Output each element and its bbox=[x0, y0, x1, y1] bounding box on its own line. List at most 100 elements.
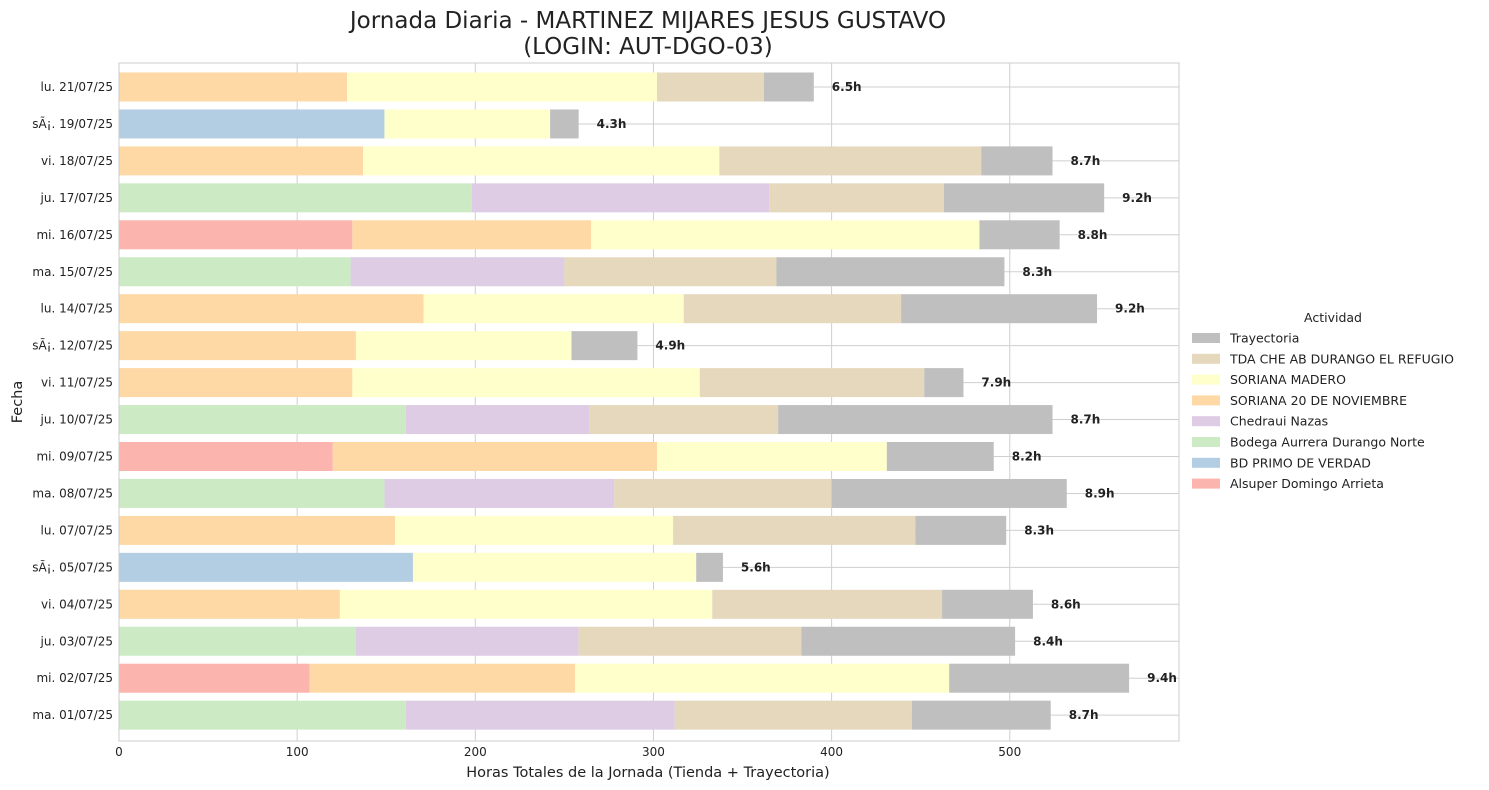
bar-segment bbox=[657, 72, 764, 102]
bar-segment bbox=[119, 183, 472, 213]
legend-swatch bbox=[1192, 333, 1220, 343]
total-label: 8.4h bbox=[1033, 634, 1063, 648]
bar-segment bbox=[119, 368, 353, 398]
legend-swatch bbox=[1192, 478, 1220, 489]
total-label: 5.6h bbox=[741, 560, 771, 574]
bar-segment bbox=[332, 442, 658, 471]
y-tick-label: lu. 14/07/25 bbox=[41, 302, 113, 316]
bar-segment bbox=[949, 663, 1130, 693]
bar-segment bbox=[942, 589, 1033, 619]
y-tick-label: sÃ¡. 19/07/25 bbox=[32, 116, 113, 131]
total-label: 8.7h bbox=[1071, 413, 1101, 427]
plot-frame bbox=[118, 62, 1180, 742]
bar-segment bbox=[347, 72, 658, 102]
y-tick-label: mi. 16/07/25 bbox=[36, 228, 113, 242]
total-label: 8.6h bbox=[1051, 597, 1081, 611]
legend-label: TDA CHE AB DURANGO EL REFUGIO bbox=[1229, 351, 1454, 366]
y-tick-label: ju. 03/07/25 bbox=[40, 634, 113, 648]
bar-segment bbox=[911, 700, 1051, 730]
y-axis-label: Fecha bbox=[10, 381, 26, 424]
bar-segment bbox=[981, 146, 1053, 176]
bar-segment bbox=[119, 478, 385, 508]
y-tick-label: ma. 01/07/25 bbox=[32, 708, 113, 722]
x-tick-label: 100 bbox=[286, 745, 309, 759]
bar-segment bbox=[119, 72, 348, 102]
y-tick-label: lu. 07/07/25 bbox=[41, 523, 113, 537]
total-label: 6.5h bbox=[832, 80, 862, 94]
bar-segment bbox=[363, 146, 720, 176]
x-tick-label: 400 bbox=[820, 745, 843, 759]
total-label: 8.2h bbox=[1012, 450, 1042, 464]
bar-segment bbox=[423, 294, 684, 324]
total-label: 7.9h bbox=[981, 376, 1011, 390]
legend-swatch bbox=[1192, 353, 1220, 364]
bar-segment bbox=[699, 368, 925, 398]
legend-swatch bbox=[1192, 416, 1220, 427]
x-axis-label: Horas Totales de la Jornada (Tienda + Tr… bbox=[466, 765, 829, 781]
bar-segment bbox=[571, 331, 638, 361]
x-tick-label: 0 bbox=[115, 745, 123, 759]
bar-segment bbox=[352, 368, 700, 398]
bar-segment bbox=[924, 368, 964, 398]
legend-swatch bbox=[1192, 395, 1220, 406]
bar-segment bbox=[778, 405, 1053, 435]
bar-segment bbox=[352, 220, 592, 250]
x-tick-label: 300 bbox=[642, 745, 665, 759]
y-tick-label: vi. 11/07/25 bbox=[41, 376, 113, 390]
bar-segment bbox=[801, 626, 1016, 656]
total-labels: 6.5h 4.3h 8.7h 9.2h 8.8h 8.3h 9.2h 4.9h 7.9h 8.7h… bbox=[597, 80, 1177, 722]
bar-segment bbox=[979, 220, 1060, 250]
total-label: 8.8h bbox=[1078, 228, 1108, 242]
legend-swatch bbox=[1192, 437, 1220, 447]
legend-swatch bbox=[1192, 457, 1220, 468]
bar-segment bbox=[575, 663, 950, 693]
bar-segment bbox=[119, 700, 406, 730]
bar-segment bbox=[119, 589, 340, 619]
legend-label: SORIANA MADERO bbox=[1230, 372, 1346, 387]
bar-segment bbox=[119, 257, 351, 287]
bar-segment bbox=[405, 405, 590, 435]
bar-segment bbox=[119, 442, 333, 471]
bar-segment bbox=[119, 552, 413, 582]
legend-label: Trayectoria bbox=[1229, 331, 1299, 346]
bar-segment bbox=[943, 183, 1105, 213]
total-label: 4.9h bbox=[655, 339, 685, 353]
total-label: 8.3h bbox=[1024, 523, 1054, 537]
total-label: 8.7h bbox=[1071, 154, 1101, 168]
legend-swatch bbox=[1192, 374, 1220, 385]
y-tick-label: ju. 10/07/25 bbox=[40, 413, 113, 427]
bar-segment bbox=[591, 220, 980, 250]
bar-segment bbox=[309, 663, 576, 693]
bar-segment bbox=[384, 109, 551, 139]
legend-label: BD PRIMO DE VERDAD bbox=[1230, 455, 1371, 470]
bar-segment bbox=[776, 257, 1005, 287]
legend-title: Actividad bbox=[1304, 310, 1362, 325]
y-tick-label: vi. 04/07/25 bbox=[41, 597, 113, 611]
y-tick-label: ma. 08/07/25 bbox=[32, 486, 113, 500]
bar-segment bbox=[412, 552, 697, 582]
legend-label: Chedraui Nazas bbox=[1230, 414, 1328, 429]
y-tick-label: mi. 02/07/25 bbox=[36, 671, 113, 685]
bar-segment bbox=[886, 442, 994, 471]
bar-segment bbox=[769, 183, 944, 213]
total-label: 9.2h bbox=[1122, 191, 1152, 205]
y-tick-label: vi. 18/07/25 bbox=[41, 154, 113, 168]
bar-segment bbox=[355, 626, 579, 656]
bar-segment bbox=[119, 331, 356, 361]
total-label: 4.3h bbox=[597, 117, 627, 131]
bar-segment bbox=[550, 109, 579, 139]
y-tick-label: sÃ¡. 05/07/25 bbox=[32, 559, 113, 574]
bar-segment bbox=[119, 220, 353, 250]
bar-segment bbox=[395, 515, 674, 545]
bars bbox=[119, 72, 1130, 730]
chart-title-line2: (LOGIN: AUT-DGO-03) bbox=[523, 34, 773, 60]
legend-label: Bodega Aurrera Durango Norte bbox=[1230, 435, 1425, 450]
bar-segment bbox=[657, 442, 887, 471]
total-label: 8.7h bbox=[1069, 708, 1099, 722]
bar-segment bbox=[589, 405, 779, 435]
bar-segment bbox=[915, 515, 1007, 545]
y-tick-label: ju. 17/07/25 bbox=[40, 191, 113, 205]
bar-segment bbox=[578, 626, 802, 656]
x-tick-label: 500 bbox=[998, 745, 1021, 759]
